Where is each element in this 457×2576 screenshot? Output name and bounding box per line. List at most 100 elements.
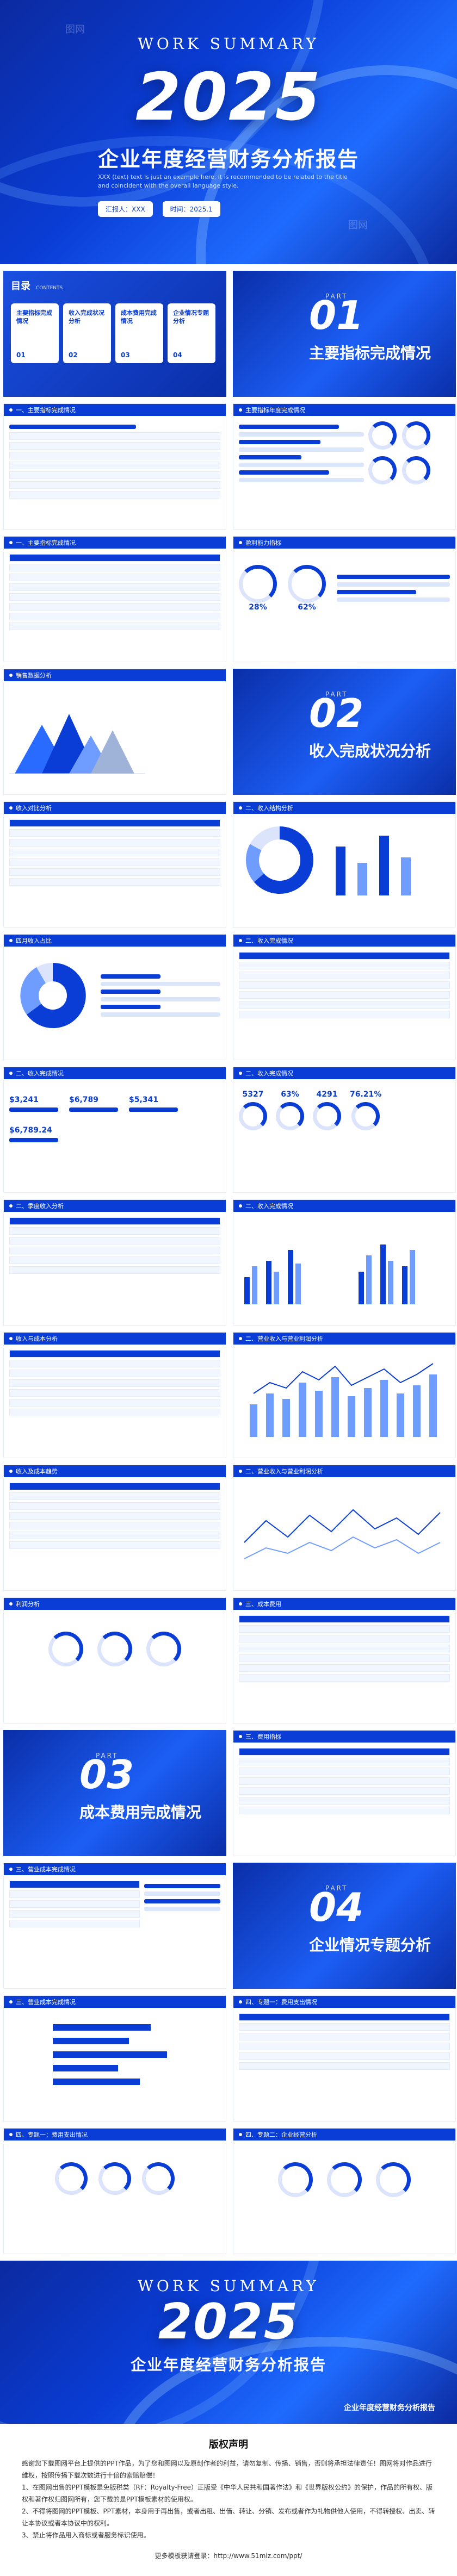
- section-part: PART: [325, 1884, 348, 1892]
- slide-header: 主要指标年度完成情况: [233, 404, 455, 416]
- kpi-value: 62%: [298, 603, 316, 612]
- slide-header: 二、收入结构分析: [233, 802, 455, 814]
- chart-slide: 二、收入完成情况: [233, 1199, 456, 1326]
- slide-header: 四、专题一：费用支出情况: [233, 1996, 455, 2008]
- line-chart: [244, 1509, 441, 1559]
- cover-title: 企业年度经营财务分析报告: [97, 147, 359, 171]
- section-title: 成本费用完成情况: [79, 1803, 202, 1821]
- kpi-slide: 盈利能力指标 28% 62%: [233, 536, 456, 662]
- slide-header: 三、营业成本完成情况: [4, 1996, 226, 2008]
- watermark: 图网: [65, 24, 85, 35]
- chart-slide: 三、营业成本完成情况: [3, 1995, 226, 2121]
- slide-header: 四、专题二：企业经营分析: [233, 2129, 455, 2141]
- steps-slide: 四、专题一：费用支出情况: [3, 2128, 226, 2254]
- section-num: 03: [79, 1752, 134, 1797]
- toc-card-num: 03: [121, 351, 130, 359]
- toc-label: 目录: [11, 281, 30, 292]
- table-slide: 三、营业成本完成情况: [3, 1863, 226, 1989]
- toc-card[interactable]: 主要指标完成情况 01: [11, 303, 59, 363]
- section-title: 收入完成状况分析: [309, 742, 431, 760]
- more-templates-link[interactable]: 更多模板获请登录：http://www.51miz.com/ppt/: [155, 2552, 302, 2560]
- reporter-pill: 汇报人：XXX: [98, 201, 153, 217]
- table-slide: 收入及成本趋势: [3, 1465, 226, 1591]
- pie-chart: [20, 962, 86, 1028]
- slide-header: 收入与成本分析: [4, 1333, 226, 1345]
- slide-header: 四月收入占比: [4, 935, 226, 947]
- slide-header: 四、专题一：费用支出情况: [4, 2129, 226, 2141]
- copyright-section: 版权声明 感谢您下载图网平台上提供的PPT作品，为了您和图网以及原创作者的利益，…: [0, 2424, 457, 2576]
- slide-header: 二、收入完成情况: [4, 1067, 226, 1079]
- slide-header: 收入及成本趋势: [4, 1465, 226, 1477]
- slide-grid: 目录 CONTENTS 主要指标完成情况 01 收入完成状况分析 02 成本费用完成…: [0, 264, 457, 2261]
- section-part: PART: [325, 293, 348, 300]
- section-title: 主要指标完成情况: [309, 344, 431, 362]
- table-slide: 四、专题一：费用支出情况: [233, 1995, 456, 2121]
- copyright-paragraph: 感谢您下载图网平台上提供的PPT作品，为了您和图网以及原创作者的利益，请勿复制、…: [22, 2460, 432, 2479]
- table-slide: 二、季度收入分析: [3, 1199, 226, 1326]
- toc-card[interactable]: 成本费用完成情况 03: [115, 303, 163, 363]
- toc-card-num: 01: [16, 351, 26, 359]
- slide-header: 二、收入完成情况: [233, 1067, 455, 1079]
- donut-chart: [246, 826, 313, 894]
- section-banner: PART 04 企业情况专题分析: [233, 1863, 456, 1989]
- ending-badge: 企业年度经营财务分析报告: [344, 2404, 435, 2412]
- section-num: 01: [309, 293, 364, 338]
- table-slide: 一、主要指标完成情况: [3, 403, 226, 530]
- section-banner: PART 02 收入完成状况分析: [233, 669, 456, 795]
- kpi-slide: 二、收入完成情况 $3,241 $6,789 $5,341 $6,789.24: [3, 1067, 226, 1193]
- ending-kicker: WORK SUMMARY: [138, 2277, 319, 2295]
- kpi-value: 28%: [249, 603, 267, 612]
- bar-chart: [244, 1245, 415, 1304]
- ending-year: 2025: [158, 2293, 299, 2350]
- copyright-paragraph: 2、不得将图网的PPT模板、PPT素材，本身用于再出售，或者出租、出借、转让、分…: [22, 2507, 435, 2527]
- section-num: 04: [309, 1884, 364, 1930]
- toc-card-title: 成本费用完成情况: [121, 309, 157, 325]
- watermark: 图网: [348, 220, 368, 231]
- toc-card[interactable]: 收入完成状况分析 02: [63, 303, 111, 363]
- section-banner: PART 01 主要指标完成情况: [233, 271, 456, 397]
- chart-slide: 二、营业收入与营业利润分析: [233, 1332, 456, 1458]
- slide-header: 一、主要指标完成情况: [4, 537, 226, 549]
- bar-chart: [336, 836, 411, 895]
- cover-meta: 汇报人：XXX 时间：2025.1: [98, 201, 220, 217]
- section-num: 02: [309, 690, 364, 736]
- table-slide: 收入对比分析: [3, 801, 226, 928]
- toc-cards: 主要指标完成情况 01 收入完成状况分析 02 成本费用完成情况 03 企业情况专题分…: [11, 303, 219, 363]
- slide-header: 一、主要指标完成情况: [4, 404, 226, 416]
- combo-chart: [250, 1363, 437, 1437]
- slide-header: 二、季度收入分析: [4, 1200, 226, 1212]
- table-slide: 三、成本费用: [233, 1597, 456, 1723]
- table-slide: 一、主要指标完成情况: [3, 536, 226, 662]
- kpi-value: 63%: [281, 1090, 299, 1099]
- section-part: PART: [325, 690, 348, 698]
- chart-slide: 销售数据分析: [3, 669, 226, 795]
- toc-card-num: 02: [69, 351, 78, 359]
- toc-card-title: 主要指标完成情况: [16, 309, 52, 325]
- chart-slide: 二、营业收入与营业利润分析: [233, 1465, 456, 1591]
- kpi-value: $6,789: [69, 1096, 99, 1104]
- toc-card-title: 企业情况专题分析: [173, 309, 209, 325]
- section-banner: PART 03 成本费用完成情况: [3, 1730, 226, 1856]
- cover-year: 2025: [135, 60, 322, 135]
- slide-header: 二、收入完成情况: [233, 935, 455, 947]
- toc-card[interactable]: 企业情况专题分析 04: [168, 303, 215, 363]
- slide-header: 二、营业收入与营业利润分析: [233, 1465, 455, 1477]
- slide-header: 销售数据分析: [4, 669, 226, 681]
- slide-header: 盈利能力指标: [233, 537, 455, 549]
- copyright-paragraph: 1、在图网出售的PPT模板是免版税类（RF：Royalty-Free）正版受《中…: [22, 2484, 433, 2503]
- slide-header: 三、成本费用: [233, 1598, 455, 1610]
- section-title: 企业情况专题分析: [309, 1936, 431, 1954]
- kpi-value: $6,789.24: [9, 1126, 52, 1135]
- progress-slide: 主要指标年度完成情况: [233, 403, 456, 530]
- toc-label-en: CONTENTS: [36, 285, 63, 291]
- cover-kicker: WORK SUMMARY: [138, 35, 319, 53]
- table-slide: 收入与成本分析: [3, 1332, 226, 1458]
- slide-header: 收入对比分析: [4, 802, 226, 814]
- ending-title: 企业年度经营财务分析报告: [130, 2356, 326, 2374]
- slide-header: 二、营业收入与营业利润分析: [233, 1333, 455, 1345]
- table-slide: 二、收入完成情况: [233, 934, 456, 1060]
- toc-slide: 目录 CONTENTS 主要指标完成情况 01 收入完成状况分析 02 成本费用完成…: [3, 271, 226, 397]
- cover-subtitle: XXX (text) text is just an example here,…: [98, 173, 348, 189]
- kpi-slide: 四、专题二：企业经营分析: [233, 2128, 456, 2254]
